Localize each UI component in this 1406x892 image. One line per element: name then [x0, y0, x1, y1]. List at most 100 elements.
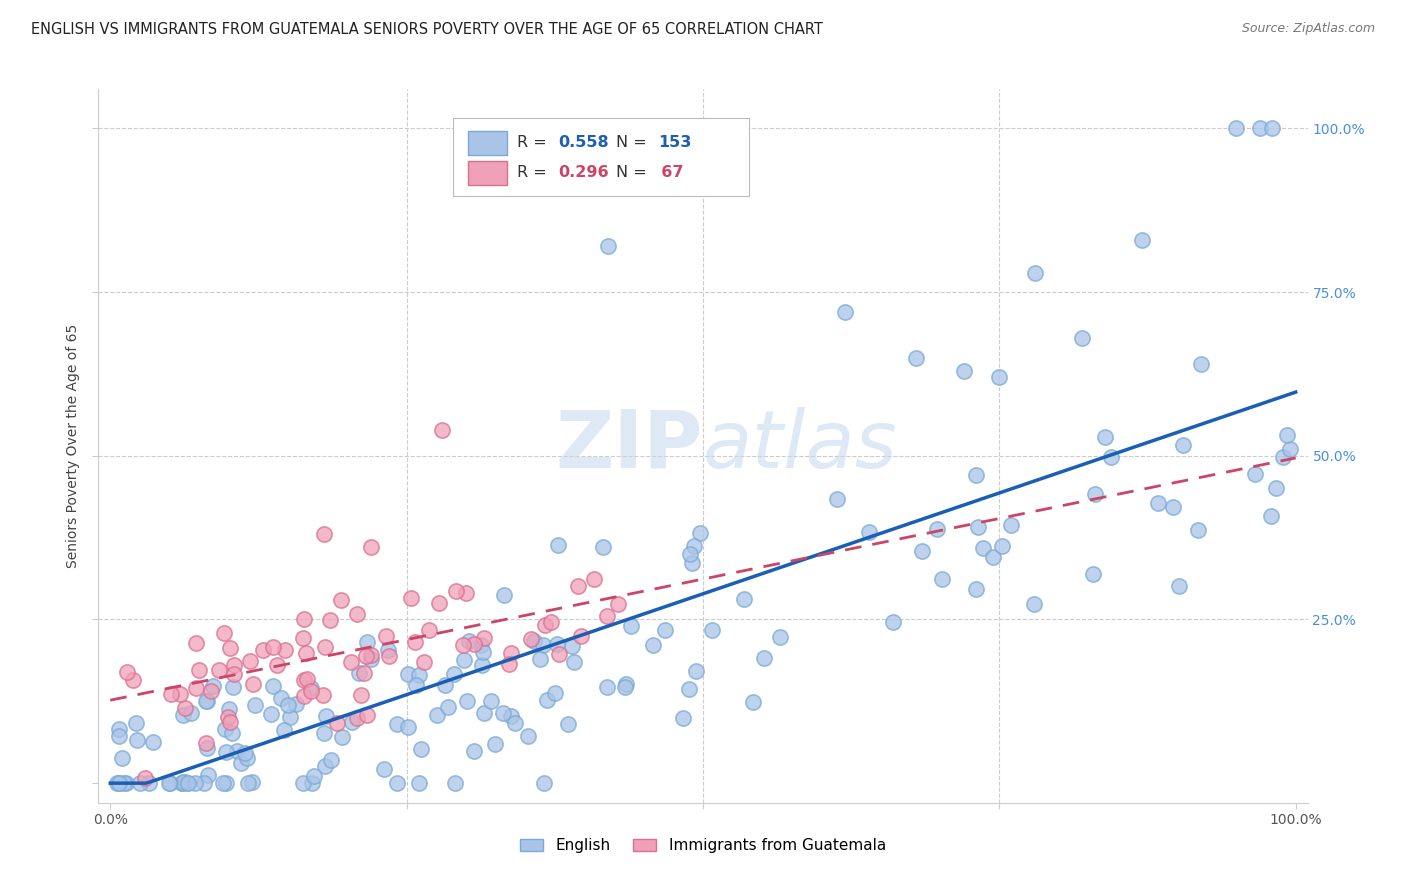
- Point: [115, 665, 138, 679]
- Point: [186, 681, 208, 696]
- Point: [197, 741, 219, 756]
- Point: [544, 685, 567, 699]
- Point: [262, 679, 284, 693]
- Point: [432, 423, 454, 437]
- Point: [882, 615, 904, 629]
- Text: 0.296: 0.296: [558, 165, 609, 180]
- Point: [377, 649, 399, 664]
- Point: [1147, 496, 1170, 510]
- Point: [266, 658, 288, 673]
- Point: [702, 623, 724, 637]
- Point: [128, 775, 150, 789]
- Text: Source: ZipAtlas.com: Source: ZipAtlas.com: [1241, 22, 1375, 36]
- Point: [260, 706, 283, 721]
- Text: N =: N =: [616, 136, 652, 150]
- Point: [292, 775, 315, 789]
- Point: [426, 707, 449, 722]
- Point: [404, 635, 426, 649]
- Point: [557, 717, 579, 731]
- Point: [516, 729, 538, 743]
- Point: [314, 725, 336, 739]
- Point: [200, 684, 222, 698]
- Point: [641, 639, 664, 653]
- Point: [1000, 518, 1022, 533]
- Point: [606, 597, 628, 611]
- Point: [418, 624, 440, 638]
- Point: [548, 648, 571, 662]
- Point: [834, 305, 856, 319]
- Point: [215, 775, 238, 789]
- Point: [340, 655, 363, 669]
- Point: [321, 753, 343, 767]
- Point: [546, 637, 568, 651]
- Point: [433, 677, 456, 691]
- Point: [208, 663, 231, 677]
- Point: [312, 688, 335, 702]
- Point: [683, 539, 706, 553]
- Point: [360, 541, 382, 555]
- Point: [484, 737, 506, 751]
- Point: [108, 722, 131, 736]
- Point: [108, 775, 131, 789]
- Point: [925, 522, 948, 536]
- Text: 153: 153: [658, 136, 692, 150]
- Point: [240, 774, 263, 789]
- Point: [142, 734, 165, 748]
- Point: [195, 694, 218, 708]
- Y-axis label: Seniors Poverty Over the Age of 65: Seniors Poverty Over the Age of 65: [66, 324, 80, 568]
- Point: [262, 640, 284, 654]
- Point: [1189, 357, 1212, 371]
- Point: [349, 666, 371, 681]
- Point: [1071, 331, 1094, 345]
- Point: [965, 582, 987, 596]
- Point: [654, 623, 676, 637]
- FancyBboxPatch shape: [453, 118, 749, 196]
- Point: [252, 643, 274, 657]
- Point: [169, 687, 191, 701]
- Point: [444, 775, 467, 789]
- Point: [212, 626, 235, 640]
- Point: [499, 709, 522, 723]
- Point: [472, 706, 495, 721]
- Point: [278, 710, 301, 724]
- Point: [825, 491, 848, 506]
- Point: [299, 683, 322, 698]
- Point: [858, 525, 880, 540]
- Point: [180, 706, 202, 721]
- Point: [326, 715, 349, 730]
- Point: [330, 592, 353, 607]
- Point: [681, 556, 703, 570]
- Point: [741, 695, 763, 709]
- Point: [211, 775, 233, 789]
- Point: [981, 549, 1004, 564]
- Point: [592, 541, 614, 555]
- Text: 0.558: 0.558: [558, 136, 609, 150]
- Point: [1275, 428, 1298, 442]
- Point: [905, 351, 928, 365]
- Point: [277, 698, 299, 713]
- Point: [1022, 597, 1045, 611]
- Point: [160, 688, 183, 702]
- Point: [453, 653, 475, 667]
- Point: [138, 775, 160, 789]
- Point: [685, 664, 707, 678]
- Point: [373, 762, 395, 776]
- Point: [194, 693, 217, 707]
- Point: [226, 744, 249, 758]
- Point: [218, 714, 240, 729]
- Point: [107, 730, 129, 744]
- Point: [159, 775, 181, 789]
- Point: [292, 631, 315, 645]
- Point: [396, 720, 419, 734]
- Text: R =: R =: [517, 165, 551, 180]
- Point: [1279, 442, 1302, 456]
- Point: [292, 690, 315, 704]
- Point: [346, 711, 368, 725]
- Point: [385, 775, 408, 789]
- Point: [456, 694, 478, 708]
- Point: [214, 722, 236, 736]
- Point: [172, 775, 194, 789]
- Point: [233, 747, 256, 761]
- Point: [284, 697, 307, 711]
- Point: [620, 619, 643, 633]
